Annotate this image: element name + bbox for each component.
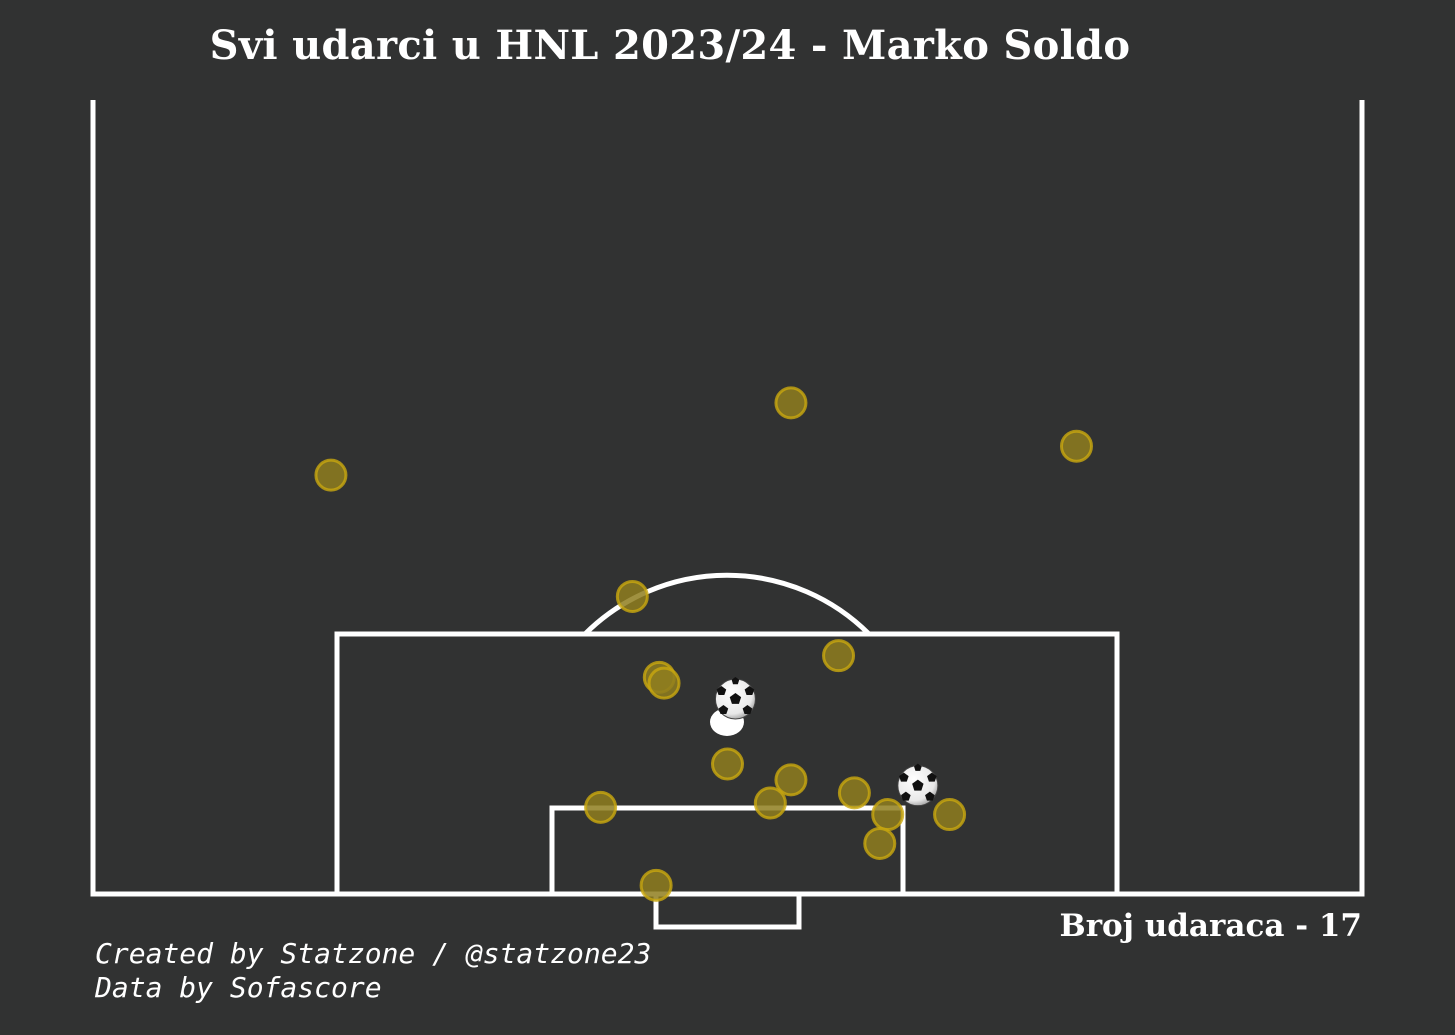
pitch-markings	[90, 100, 1365, 930]
shot-marker	[933, 798, 967, 832]
shot-marker	[871, 798, 905, 832]
shot-marker	[639, 868, 673, 902]
shot-marker	[711, 747, 744, 781]
shot-count-label: Broj udaraca - 17	[1059, 908, 1363, 944]
shot-marker	[774, 763, 808, 797]
goal	[653, 891, 802, 930]
shot-marker	[314, 458, 348, 492]
shot-marker	[837, 776, 871, 810]
chart-title: Svi udarci u HNL 2023/24 - Marko Soldo	[209, 22, 1131, 69]
credits-created-by: Created by Statzone / @statzone23	[95, 937, 652, 970]
shot-marker	[774, 386, 808, 420]
goal-football-icon	[714, 677, 756, 720]
shot-marker	[863, 826, 897, 860]
credits: Created by Statzone / @statzone23 Data b…	[95, 937, 651, 1005]
shot-marker	[753, 786, 787, 820]
credits-data-source: Data by Sofascore	[95, 971, 382, 1004]
shot-marker	[822, 639, 856, 673]
shot-marker	[584, 790, 618, 824]
shot-marker	[1059, 429, 1093, 463]
shots-layer	[314, 386, 1093, 902]
shot-marker	[647, 666, 681, 700]
shot-marker	[615, 579, 649, 613]
goal-football-icon	[897, 763, 939, 807]
